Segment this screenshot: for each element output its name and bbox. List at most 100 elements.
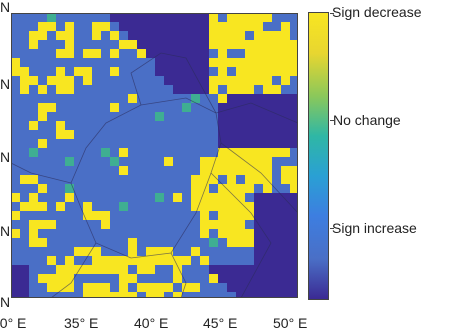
map-cell: [281, 76, 290, 85]
map-cell: [128, 31, 137, 40]
map-cell: [146, 22, 155, 31]
map-cell: [254, 112, 263, 121]
map-cell: [263, 67, 272, 76]
map-cell: [20, 274, 29, 283]
map-cell: [11, 283, 20, 292]
map-cell: [281, 49, 290, 58]
country-border-line: [220, 142, 298, 214]
map-cell: [254, 292, 263, 298]
map-cell: [155, 292, 164, 298]
map-cell: [254, 139, 263, 148]
x-tick-label: 30° E: [0, 315, 27, 331]
map-cell: [254, 211, 263, 220]
map-cell: [101, 211, 110, 220]
map-cell: [83, 265, 92, 274]
map-cell: [137, 265, 146, 274]
map-cell: [245, 13, 254, 22]
map-cell: [218, 121, 227, 130]
map-cell: [56, 121, 65, 130]
map-cell: [245, 292, 254, 298]
map-cell: [92, 292, 101, 298]
map-cell: [209, 193, 218, 202]
map-cell: [290, 265, 298, 274]
map-cell: [164, 31, 173, 40]
map-cell: [263, 292, 272, 298]
map-cell: [92, 283, 101, 292]
map-cell: [290, 112, 298, 121]
map-cell: [137, 283, 146, 292]
map-cell: [29, 31, 38, 40]
map-cell: [263, 202, 272, 211]
map-cell: [29, 175, 38, 184]
map-cell: [227, 193, 236, 202]
map-cell: [290, 292, 298, 298]
map-cell: [263, 49, 272, 58]
map-cell: [47, 283, 56, 292]
map-cell: [119, 283, 128, 292]
map-cell: [173, 49, 182, 58]
map-cell: [200, 22, 209, 31]
map-cell: [272, 130, 281, 139]
map-cell: [254, 148, 263, 157]
map-cell: [110, 49, 119, 58]
map-cell: [173, 31, 182, 40]
map-cell: [254, 256, 263, 265]
map-cell: [200, 184, 209, 193]
map-cell: [236, 211, 245, 220]
map-cell: [227, 229, 236, 238]
map-cell: [236, 67, 245, 76]
map-cell: [110, 67, 119, 76]
map-cell: [65, 49, 74, 58]
map-cell: [191, 31, 200, 40]
map-cell: [47, 13, 56, 22]
map-cell: [38, 22, 47, 31]
map-cell: [281, 112, 290, 121]
map-cell: [83, 247, 92, 256]
colorbar-tick: [330, 13, 334, 14]
map-cell: [281, 256, 290, 265]
map-cell: [254, 49, 263, 58]
map-cell: [191, 94, 200, 103]
map-cell: [11, 58, 20, 67]
map-cell: [137, 31, 146, 40]
map-cell: [65, 184, 74, 193]
map-cell: [209, 175, 218, 184]
map-cell: [272, 139, 281, 148]
map-cell: [290, 58, 298, 67]
map-cell: [191, 247, 200, 256]
map-cell: [281, 265, 290, 274]
country-border-line: [170, 252, 187, 298]
map-cell: [218, 166, 227, 175]
map-cell: [245, 184, 254, 193]
map-cell: [146, 13, 155, 22]
country-border-line: [11, 162, 72, 184]
sign-change-map: [11, 13, 298, 298]
map-cell: [272, 274, 281, 283]
map-cell: [20, 202, 29, 211]
map-cell: [182, 283, 191, 292]
map-cell: [272, 193, 281, 202]
country-borders: [11, 52, 298, 298]
map-cell: [227, 13, 236, 22]
map-cell: [218, 112, 227, 121]
map-cell: [254, 238, 263, 247]
map-cell: [65, 265, 74, 274]
map-cell: [245, 265, 254, 274]
map-cell: [209, 274, 218, 283]
map-cell: [281, 31, 290, 40]
map-cell: [155, 247, 164, 256]
map-cell: [245, 49, 254, 58]
map-cell: [245, 175, 254, 184]
map-cell: [29, 202, 38, 211]
map-cell: [191, 283, 200, 292]
map-cell: [227, 157, 236, 166]
map-cell: [155, 58, 164, 67]
map-cell: [245, 76, 254, 85]
map-cell: [236, 76, 245, 85]
map-cell: [236, 40, 245, 49]
y-tick-label: N: [0, 149, 11, 165]
map-cell: [236, 202, 245, 211]
map-cell: [290, 256, 298, 265]
map-cell: [218, 184, 227, 193]
map-cell: [290, 184, 298, 193]
